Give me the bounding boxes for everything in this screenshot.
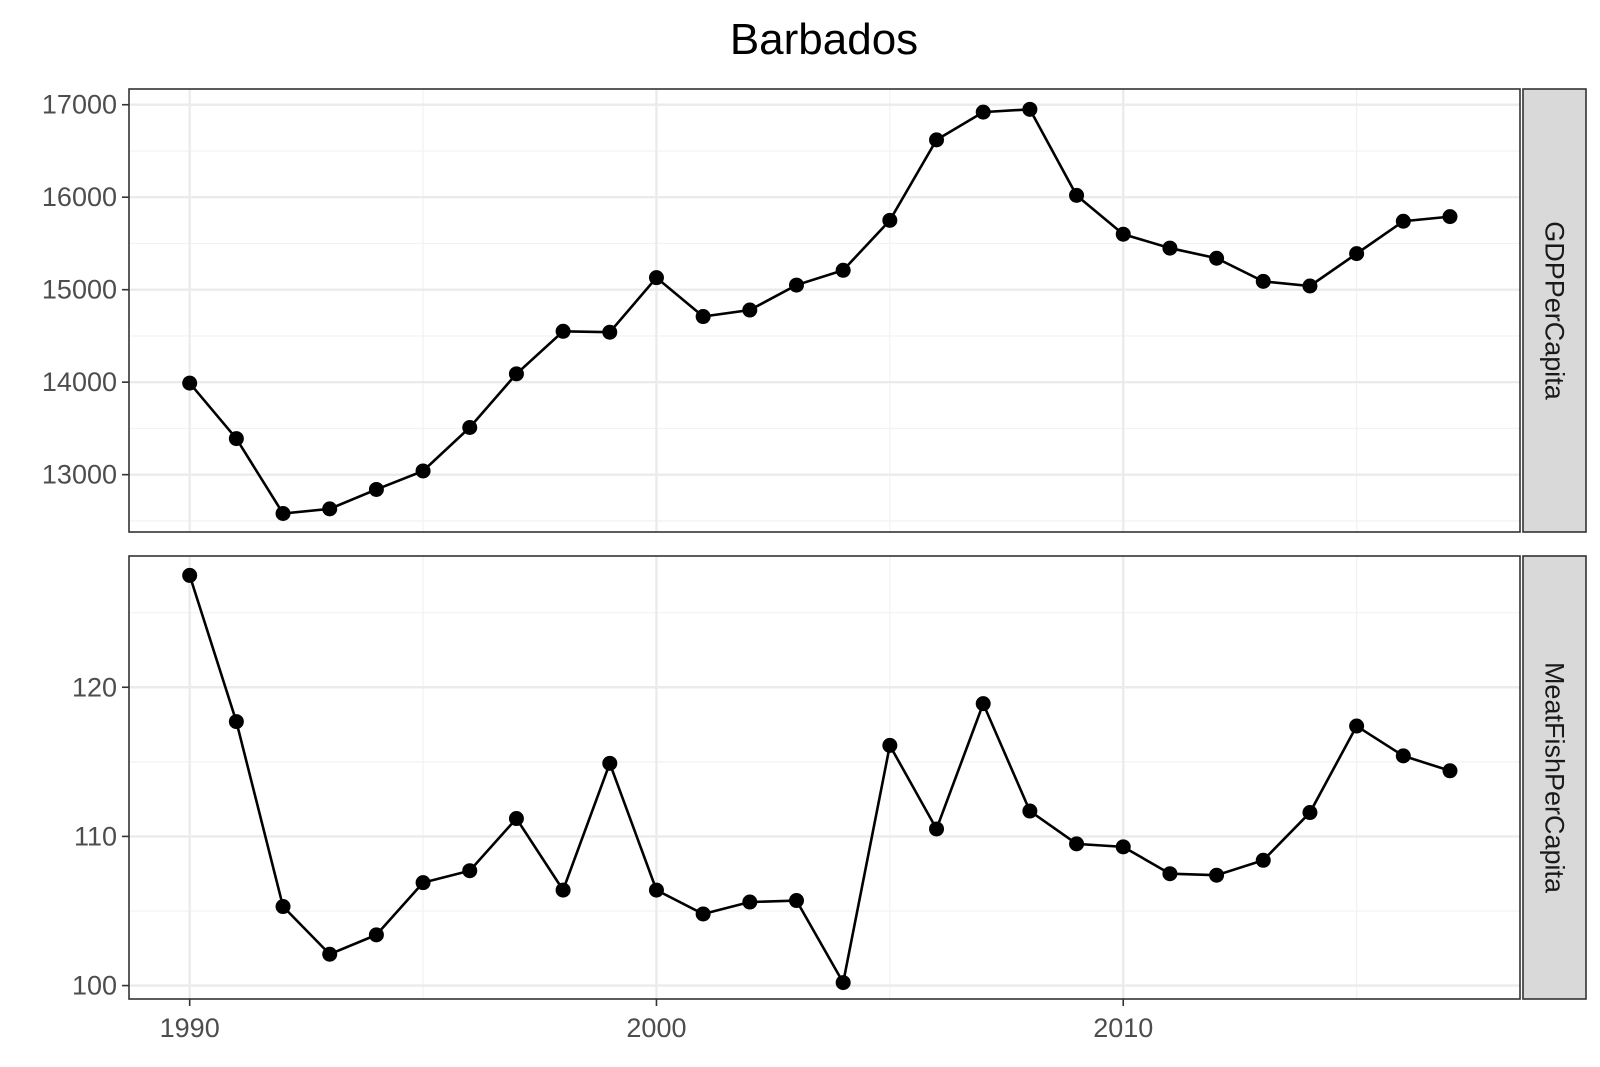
data-point (1115, 226, 1131, 242)
data-point (882, 212, 898, 228)
data-point (602, 755, 618, 771)
data-point (1022, 803, 1038, 819)
chart-panels: 13000 14000 15000 16000 17000 GDPPerCapita 100… (42, 88, 1587, 1001)
y-tick-label: 110 (74, 821, 117, 851)
data-point (462, 419, 478, 435)
data-point (462, 863, 478, 879)
data-point (415, 875, 431, 891)
data-point (1162, 866, 1178, 882)
data-point (228, 714, 244, 730)
x-tick-label: 2000 (626, 1013, 686, 1043)
data-point (1302, 805, 1318, 821)
data-point (788, 893, 804, 909)
data-point (275, 506, 291, 522)
data-point (1209, 867, 1225, 883)
data-point (929, 132, 945, 148)
data-point (602, 324, 618, 340)
x-axis: 1990 2000 2010 (160, 999, 1153, 1043)
data-point (1255, 273, 1271, 289)
data-point (1162, 240, 1178, 256)
data-point (742, 302, 758, 318)
data-point (1442, 209, 1458, 225)
data-point (882, 737, 898, 753)
data-point (555, 882, 571, 898)
data-point (1349, 246, 1365, 262)
y-tick-label: 13000 (42, 460, 117, 490)
data-point (508, 811, 524, 827)
y-tick-label: 17000 (42, 90, 117, 120)
data-point (1209, 250, 1225, 266)
data-point (975, 104, 991, 120)
x-tick-label: 2010 (1093, 1013, 1153, 1043)
data-point (1302, 278, 1318, 294)
data-point (1395, 213, 1411, 229)
data-point (929, 821, 945, 837)
data-point (742, 894, 758, 910)
data-point (695, 309, 711, 325)
data-point (1349, 718, 1365, 734)
data-point (648, 270, 664, 286)
data-point (1442, 763, 1458, 779)
data-point (835, 262, 851, 278)
panel-border (128, 88, 1521, 533)
data-point (368, 481, 384, 497)
data-point (788, 277, 804, 293)
panel-GDPPerCapita: 13000 14000 15000 16000 17000 GDPPerCapita (42, 88, 1587, 533)
data-point (1115, 839, 1131, 855)
series-line-MeatFishPerCapita (188, 574, 1451, 987)
data-point (555, 323, 571, 339)
x-tick-label: 1990 (160, 1013, 220, 1043)
data-point (228, 431, 244, 447)
facet-strip (1522, 555, 1587, 1000)
y-tick-label: 14000 (42, 367, 117, 397)
panel-border (128, 555, 1521, 1000)
data-point (275, 899, 291, 915)
series-line-GDPPerCapita (188, 107, 1451, 515)
facet-strip-label: GDPPerCapita (1540, 221, 1570, 401)
facet-strip-label: MeatFishPerCapita (1540, 662, 1570, 894)
data-point (1069, 836, 1085, 852)
y-tick-label: 120 (72, 672, 117, 702)
data-point (1395, 748, 1411, 764)
data-point (322, 501, 338, 517)
data-point (368, 927, 384, 943)
data-point (695, 906, 711, 922)
data-point (1022, 101, 1038, 117)
data-point (415, 463, 431, 479)
panel-MeatFishPerCapita: 100 110 120 MeatFishPerCapita (72, 555, 1587, 1001)
y-tick-label: 16000 (42, 182, 117, 212)
y-tick-label: 100 (72, 971, 117, 1001)
y-tick-label: 15000 (42, 275, 117, 305)
data-point (1255, 852, 1271, 868)
data-point (322, 946, 338, 962)
data-point (648, 882, 664, 898)
data-point (182, 375, 198, 391)
chart-title: Barbados (730, 15, 918, 64)
facet-strip (1522, 88, 1587, 533)
data-point (182, 567, 198, 583)
data-point (508, 366, 524, 382)
data-point (975, 696, 991, 712)
data-point (1069, 187, 1085, 203)
data-point (835, 975, 851, 991)
